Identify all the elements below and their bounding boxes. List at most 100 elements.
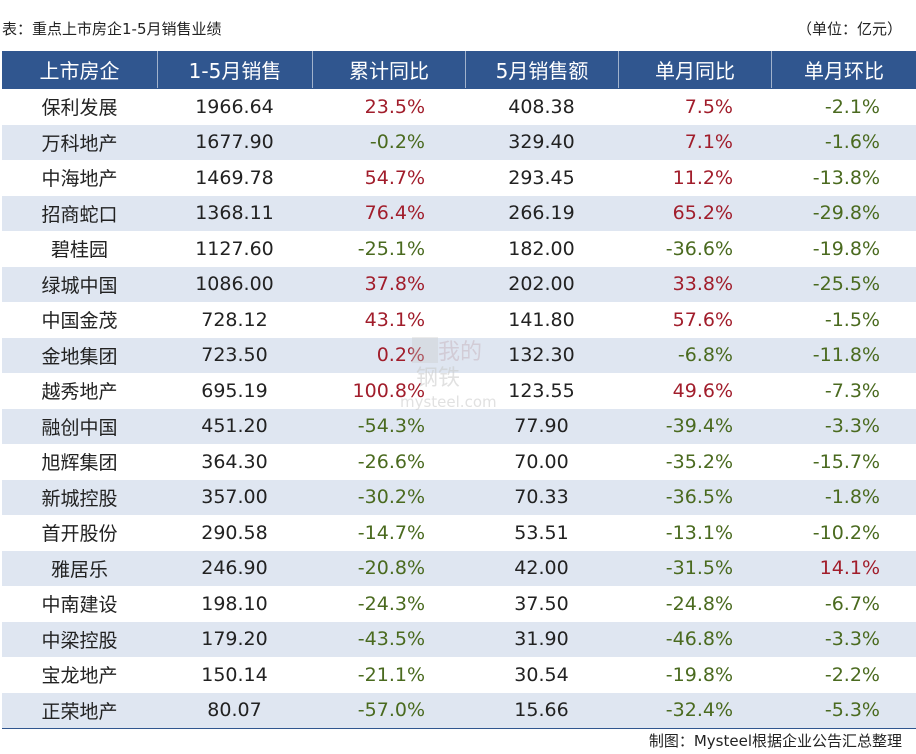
cell-jan-may-sales: 1368.11 <box>195 202 274 225</box>
cell-may-sales: 70.33 <box>514 486 569 509</box>
cell-may-sales: 132.30 <box>508 344 575 367</box>
table-header-row: 上市房企 1-5月销售 累计同比 5月销售额 单月同比 单月环比 <box>2 51 916 89</box>
cell-company: 越秀地产 <box>41 381 118 404</box>
cell-jan-may-sales: 198.10 <box>201 592 268 615</box>
table-row: 绿城中国 1086.00 37.8% 202.00 33.8% -25.5% <box>2 266 916 302</box>
cell-company: 雅居乐 <box>50 558 108 581</box>
cell-may-sales: 31.90 <box>514 628 569 651</box>
cell-monthly-mom: -29.8% <box>812 202 880 225</box>
cell-monthly-yoy: 33.8% <box>672 273 733 296</box>
cell-cumulative-yoy: -54.3% <box>357 415 425 438</box>
cell-company: 新城控股 <box>41 487 118 510</box>
cell-monthly-yoy: 57.6% <box>672 308 733 331</box>
cell-cumulative-yoy: -0.2% <box>369 131 425 154</box>
cell-cumulative-yoy: -26.6% <box>357 450 425 473</box>
header-company: 上市房企 <box>39 59 120 83</box>
cell-company: 碧桂园 <box>50 239 108 262</box>
header-may-sales: 5月销售额 <box>465 51 618 88</box>
cell-monthly-mom: -2.2% <box>824 663 880 686</box>
table-row: 宝龙地产 150.14 -21.1% 30.54 -19.8% -2.2% <box>2 657 916 693</box>
cell-company: 中国金茂 <box>41 310 118 333</box>
cell-monthly-mom: -1.5% <box>824 308 880 331</box>
cell-jan-may-sales: 80.07 <box>207 699 262 722</box>
cell-cumulative-yoy: 43.1% <box>364 308 425 331</box>
cell-monthly-yoy: 65.2% <box>672 202 733 225</box>
cell-may-sales: 408.38 <box>508 95 575 118</box>
cell-monthly-yoy: -13.1% <box>665 521 733 544</box>
table-row: 新城控股 357.00 -30.2% 70.33 -36.5% -1.8% <box>2 479 916 515</box>
cell-monthly-mom: -11.8% <box>812 344 880 367</box>
cell-monthly-yoy: -32.4% <box>665 699 733 722</box>
table-caption: 表：重点上市房企1-5月销售业绩 <box>2 20 222 38</box>
cell-may-sales: 53.51 <box>514 521 569 544</box>
cell-may-sales: 15.66 <box>514 699 569 722</box>
cell-jan-may-sales: 357.00 <box>201 486 268 509</box>
header-jan-may-sales: 1-5月销售 <box>157 51 312 88</box>
cell-may-sales: 37.50 <box>514 592 569 615</box>
table-row: 招商蛇口 1368.11 76.4% 266.19 65.2% -29.8% <box>2 195 916 231</box>
cell-company: 首开股份 <box>41 523 118 546</box>
cell-may-sales: 42.00 <box>514 557 569 580</box>
cell-jan-may-sales: 728.12 <box>201 308 268 331</box>
cell-company: 金地集团 <box>41 345 118 368</box>
cell-monthly-mom: -10.2% <box>812 521 880 544</box>
cell-monthly-yoy: -36.6% <box>665 237 733 260</box>
table-row: 融创中国 451.20 -54.3% 77.90 -39.4% -3.3% <box>2 408 916 444</box>
cell-monthly-mom: -1.6% <box>824 131 880 154</box>
cell-monthly-yoy: -19.8% <box>665 663 733 686</box>
cell-cumulative-yoy: -24.3% <box>357 592 425 615</box>
cell-monthly-mom: 14.1% <box>819 557 880 580</box>
cell-cumulative-yoy: -25.1% <box>357 237 425 260</box>
table-row: 中梁控股 179.20 -43.5% 31.90 -46.8% -3.3% <box>2 621 916 657</box>
cell-cumulative-yoy: 76.4% <box>364 202 425 225</box>
table-row: 旭辉集团 364.30 -26.6% 70.00 -35.2% -15.7% <box>2 444 916 480</box>
cell-jan-may-sales: 179.20 <box>201 628 268 651</box>
cell-cumulative-yoy: 23.5% <box>364 95 425 118</box>
cell-monthly-mom: -3.3% <box>824 415 880 438</box>
cell-monthly-mom: -25.5% <box>812 273 880 296</box>
cell-jan-may-sales: 451.20 <box>201 415 268 438</box>
cell-company: 正荣地产 <box>41 700 118 723</box>
cell-company: 旭辉集团 <box>41 452 118 475</box>
cell-company: 中梁控股 <box>41 629 118 652</box>
cell-monthly-yoy: 7.5% <box>684 95 733 118</box>
header-monthly-yoy: 单月同比 <box>618 51 771 88</box>
table-row: 中南建设 198.10 -24.3% 37.50 -24.8% -6.7% <box>2 586 916 622</box>
table-row: 中海地产 1469.78 54.7% 293.45 11.2% -13.8% <box>2 160 916 196</box>
cell-may-sales: 70.00 <box>514 450 569 473</box>
cell-cumulative-yoy: 100.8% <box>352 379 425 402</box>
cell-may-sales: 141.80 <box>508 308 575 331</box>
cell-monthly-mom: -13.8% <box>812 166 880 189</box>
cell-monthly-yoy: -46.8% <box>665 628 733 651</box>
table-row: 万科地产 1677.90 -0.2% 329.40 7.1% -1.6% <box>2 124 916 160</box>
cell-jan-may-sales: 695.19 <box>201 379 268 402</box>
cell-may-sales: 293.45 <box>508 166 575 189</box>
cell-may-sales: 266.19 <box>508 202 575 225</box>
cell-may-sales: 182.00 <box>508 237 575 260</box>
table-row: 首开股份 290.58 -14.7% 53.51 -13.1% -10.2% <box>2 515 916 551</box>
source-footer: 制图：Mysteel根据企业公告汇总整理 <box>648 732 902 750</box>
cell-monthly-mom: -15.7% <box>812 450 880 473</box>
cell-monthly-mom: -19.8% <box>812 237 880 260</box>
cell-may-sales: 30.54 <box>514 663 569 686</box>
cell-jan-may-sales: 1469.78 <box>195 166 274 189</box>
table-row: 金地集团 723.50 0.2% 132.30 -6.8% -11.8% <box>2 337 916 373</box>
cell-cumulative-yoy: -20.8% <box>357 557 425 580</box>
cell-jan-may-sales: 150.14 <box>201 663 268 686</box>
cell-monthly-yoy: 49.6% <box>672 379 733 402</box>
cell-monthly-yoy: -24.8% <box>665 592 733 615</box>
cell-may-sales: 329.40 <box>508 131 575 154</box>
cell-may-sales: 77.90 <box>514 415 569 438</box>
cell-monthly-mom: -1.8% <box>824 486 880 509</box>
sales-table: 上市房企 1-5月销售 累计同比 5月销售额 单月同比 单月环比 保利发展 196… <box>2 51 916 729</box>
cell-may-sales: 202.00 <box>508 273 575 296</box>
cell-cumulative-yoy: -21.1% <box>357 663 425 686</box>
table-row: 中国金茂 728.12 43.1% 141.80 57.6% -1.5% <box>2 302 916 338</box>
cell-monthly-mom: -5.3% <box>824 699 880 722</box>
header-monthly-mom: 单月环比 <box>771 51 916 88</box>
cell-company: 招商蛇口 <box>41 203 118 226</box>
table-row: 正荣地产 80.07 -57.0% 15.66 -32.4% -5.3% <box>2 692 916 728</box>
cell-cumulative-yoy: 54.7% <box>364 166 425 189</box>
table-row: 雅居乐 246.90 -20.8% 42.00 -31.5% 14.1% <box>2 550 916 586</box>
cell-company: 融创中国 <box>41 416 118 439</box>
